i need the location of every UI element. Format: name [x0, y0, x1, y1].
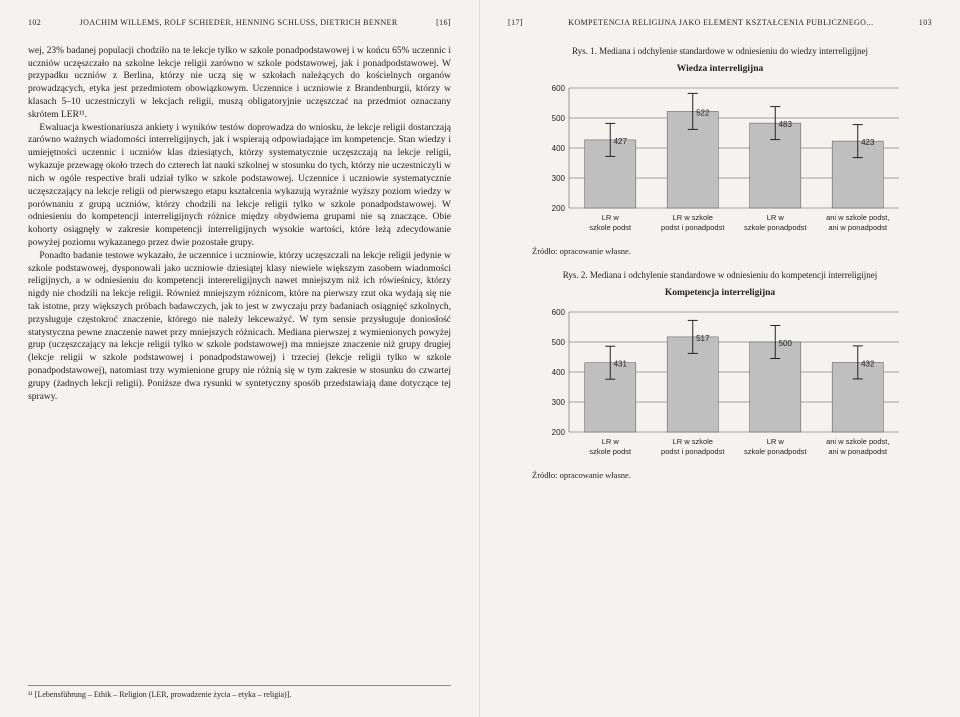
chart2: 200300400500600431LR wszkole podst517LR …: [535, 306, 905, 466]
right-header-prefix: [17]: [508, 18, 523, 29]
svg-text:522: 522: [696, 108, 710, 117]
svg-text:ani w szkole podst,: ani w szkole podst,: [826, 437, 889, 446]
svg-text:LR w szkole: LR w szkole: [673, 437, 713, 446]
svg-text:podst i ponadpodst: podst i ponadpodst: [661, 223, 725, 232]
left-p3: Ponadto badanie testowe wykazało, że ucz…: [28, 250, 451, 404]
left-footnote: ¹¹ [Lebensführung – Ethik – Religion (LE…: [28, 685, 451, 701]
fig1-title: Wiedza interreligijna: [508, 63, 932, 76]
svg-text:LR w: LR w: [602, 437, 620, 446]
svg-text:483: 483: [779, 120, 793, 129]
svg-text:600: 600: [552, 84, 566, 93]
svg-text:LR w szkole: LR w szkole: [673, 213, 713, 222]
left-p2: Ewaluacja kwestionariusza ankiety i wyni…: [28, 122, 451, 250]
svg-text:600: 600: [552, 308, 566, 317]
left-body: wej, 23% badanej populacji chodziło na t…: [28, 45, 451, 404]
chart2-source: Źródło: opracowanie własne.: [532, 470, 932, 481]
svg-text:423: 423: [861, 138, 875, 147]
svg-text:szkole podst: szkole podst: [589, 447, 632, 456]
right-page: [17] KOMPETENCJA RELIGIJNA JAKO ELEMENT …: [480, 0, 960, 717]
svg-text:500: 500: [552, 114, 566, 123]
svg-text:ani w ponadpodst: ani w ponadpodst: [828, 223, 888, 232]
svg-text:LR w: LR w: [767, 437, 785, 446]
right-header-title: KOMPETENCJA RELIGIJNA JAKO ELEMENT KSZTA…: [523, 18, 919, 29]
svg-text:200: 200: [552, 204, 566, 213]
left-pagenum: 102: [28, 18, 41, 29]
fig2-title: Kompetencja interreligijna: [508, 287, 932, 300]
left-header-title: JOACHIM WILLEMS, ROLF SCHIEDER, HENNING …: [41, 18, 436, 29]
svg-text:432: 432: [861, 360, 875, 369]
chart1-source: Źródło: opracowanie własne.: [532, 246, 932, 257]
svg-text:500: 500: [779, 339, 793, 348]
left-page: 102 JOACHIM WILLEMS, ROLF SCHIEDER, HENN…: [0, 0, 480, 717]
fig1-caption: Rys. 1. Mediana i odchylenie standardowe…: [508, 45, 932, 57]
svg-text:400: 400: [552, 368, 566, 377]
left-p1: wej, 23% badanej populacji chodziło na t…: [28, 45, 451, 122]
left-header-suffix: [16]: [436, 18, 451, 29]
svg-text:ani w szkole podst,: ani w szkole podst,: [826, 213, 889, 222]
right-pagenum: 103: [919, 18, 932, 29]
svg-text:200: 200: [552, 428, 566, 437]
svg-text:ani w ponadpodst: ani w ponadpodst: [828, 447, 888, 456]
chart1: 200300400500600427LR wszkole podst522LR …: [535, 82, 905, 242]
svg-text:szkole ponadpodst: szkole ponadpodst: [744, 447, 807, 456]
svg-text:300: 300: [552, 398, 566, 407]
svg-text:podst i ponadpodst: podst i ponadpodst: [661, 447, 725, 456]
svg-text:500: 500: [552, 338, 566, 347]
fig2-caption: Rys. 2. Mediana i odchylenie standardowe…: [508, 269, 932, 281]
svg-text:400: 400: [552, 144, 566, 153]
svg-text:517: 517: [696, 334, 710, 343]
svg-text:427: 427: [614, 137, 628, 146]
svg-text:431: 431: [614, 360, 628, 369]
svg-text:300: 300: [552, 174, 566, 183]
svg-text:szkole podst: szkole podst: [589, 223, 632, 232]
svg-text:LR w: LR w: [602, 213, 620, 222]
right-header: [17] KOMPETENCJA RELIGIJNA JAKO ELEMENT …: [508, 18, 932, 29]
left-header: 102 JOACHIM WILLEMS, ROLF SCHIEDER, HENN…: [28, 18, 451, 29]
svg-text:LR w: LR w: [767, 213, 785, 222]
svg-text:szkole ponadpodst: szkole ponadpodst: [744, 223, 807, 232]
